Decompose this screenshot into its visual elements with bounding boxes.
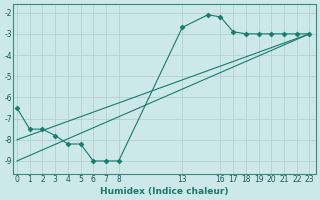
X-axis label: Humidex (Indice chaleur): Humidex (Indice chaleur) — [100, 187, 229, 196]
